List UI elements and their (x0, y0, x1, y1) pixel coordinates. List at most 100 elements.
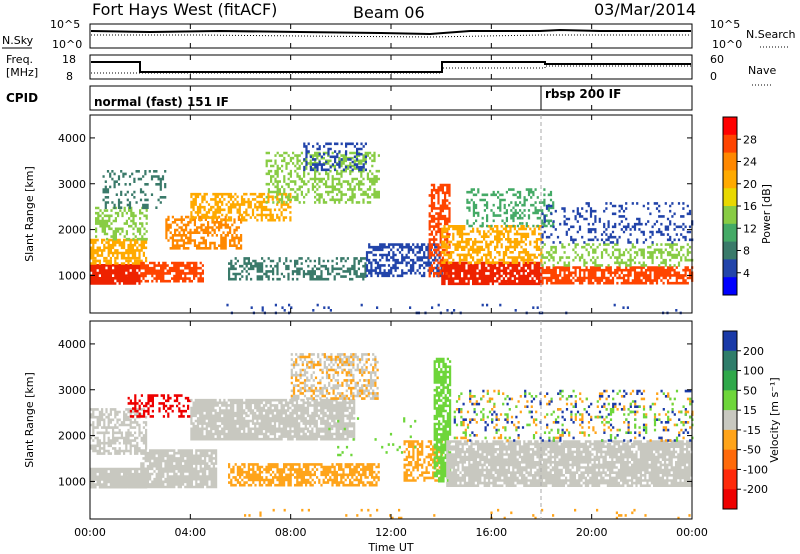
velocity-yticks: 1000 2000 3000 4000 (58, 338, 692, 488)
freq-trace (91, 61, 691, 73)
power-ylabel: Slant Range [km] (23, 166, 36, 262)
nsearch-tick-bottom: 10^0 (712, 38, 742, 51)
velocity-panel-frame (89, 320, 693, 520)
colorbar-swatch (723, 489, 737, 510)
xtick-label: 00:00 (676, 526, 708, 539)
colorbar-swatch (723, 223, 737, 243)
nave-tick-bottom: 0 (710, 70, 717, 83)
scatter-region-1 (90, 238, 148, 265)
ytick-label: 3000 (58, 178, 86, 191)
scatter-region-12 (441, 261, 543, 286)
xtick-label: 08:00 (275, 526, 307, 539)
freq-label-line1: Freq. (6, 53, 33, 66)
ytick-label: 3000 (58, 384, 86, 397)
scatter-region-29 (446, 440, 693, 487)
scatter-region-27 (403, 440, 444, 482)
colorbar-swatch (723, 241, 737, 260)
power-scatter (90, 142, 694, 315)
xtick-label: 04:00 (174, 526, 206, 539)
nsearch-label: N.Search (746, 28, 796, 41)
ytick-label: 2000 (58, 224, 86, 237)
nsky-trace (90, 28, 691, 36)
scatter-region-8 (303, 142, 367, 172)
nsearch-tick-top: 10^5 (710, 18, 740, 31)
scatter-region-4 (140, 261, 204, 283)
scatter-region-6 (190, 192, 292, 222)
colorbar-swatch (723, 117, 737, 136)
colorbar-tick-label: 28 (743, 133, 757, 146)
power-colorbar-label: Power [dB] (760, 184, 773, 244)
cpid-label: CPID (6, 91, 38, 105)
colorbar-tick-label: -50 (743, 444, 761, 457)
ytick-label: 1000 (58, 475, 86, 488)
colorbar-tick-label: 16 (743, 200, 757, 213)
scatter-region-5 (165, 215, 243, 250)
ytick-label: 1000 (58, 269, 86, 282)
colorbar-swatch (723, 259, 737, 278)
scatter-region-32 (453, 389, 694, 442)
nave-label: Nave (748, 64, 776, 77)
scatter-region-10 (365, 243, 443, 278)
x-axis-label: Time UT (367, 541, 413, 554)
velocity-scatter (90, 353, 694, 520)
scatter-region-26 (228, 463, 380, 487)
scatter-region-18 (226, 303, 682, 315)
nave-tick-top: 60 (710, 53, 724, 66)
colorbar-tick-label: 24 (743, 156, 757, 169)
scatter-region-22 (140, 449, 218, 489)
scatter-region-9 (228, 257, 367, 281)
scatter-region-20 (90, 408, 148, 455)
scatter-region-15 (541, 266, 694, 285)
colorbar-tick-label: 15 (743, 404, 757, 417)
velocity-ylabel: Slant Range [km] (23, 372, 36, 468)
colorbar-swatch (723, 188, 737, 207)
xtick-label: 12:00 (375, 526, 407, 539)
colorbar-swatch (723, 370, 737, 391)
scatter-region-21 (127, 394, 192, 418)
date-title: 03/Mar/2014 (594, 0, 696, 19)
colorbar-swatch (723, 134, 737, 154)
nave-trace (91, 65, 691, 74)
scatter-region-14 (466, 188, 555, 228)
colorbar-tick-label: 100 (743, 365, 764, 378)
freq-tick-bottom: 8 (66, 70, 73, 83)
colorbar-swatch (723, 449, 737, 470)
scatter-region-25 (290, 353, 379, 400)
colorbar-tick-label: 8 (743, 245, 750, 258)
colorbar-tick-label: -15 (743, 424, 761, 437)
freq-label-line2: [MHz] (6, 66, 38, 79)
xtick-label: 16:00 (475, 526, 507, 539)
cpid-mode-1: normal (fast) 151 IF (94, 95, 229, 109)
scatter-region-19 (90, 467, 148, 489)
colorbar-swatch (723, 390, 737, 411)
power-panel-frame (89, 114, 693, 314)
colorbar-tick-label: 200 (743, 345, 764, 358)
colorbar-frame (722, 330, 738, 510)
xtick-label: 00:00 (74, 526, 106, 539)
colorbar-swatch (723, 469, 737, 490)
scatter-region-33 (244, 508, 691, 520)
freq-tick-top: 18 (62, 53, 76, 66)
colorbar-tick-label: -200 (743, 483, 768, 496)
ytick-label: 2000 (58, 430, 86, 443)
nsky-tick-bottom: 10^0 (52, 38, 82, 51)
ytick-label: 4000 (58, 132, 86, 145)
colorbar-swatch (723, 410, 737, 431)
scatter-region-17 (541, 202, 694, 244)
xtick-label: 20:00 (576, 526, 608, 539)
colorbar-tick-label: -100 (743, 463, 768, 476)
nsky-label: N.Sky (2, 34, 34, 47)
beam-title: Beam 06 (353, 3, 425, 22)
colorbar-swatch (723, 350, 737, 372)
x-axis-ticks: 00:00 04:00 08:00 12:00 16:00 20:00 00:00 (74, 24, 708, 539)
colorbar-swatch (723, 277, 737, 296)
colorbar-swatch (723, 429, 737, 451)
scatter-region-7 (265, 151, 380, 204)
scatter-region-23 (190, 398, 356, 441)
nsky-tick-top: 10^5 (50, 18, 80, 31)
station-title: Fort Hays West (fitACF) (92, 0, 277, 19)
power-yticks: 1000 2000 3000 4000 (58, 132, 692, 282)
colorbar-swatch (723, 170, 737, 189)
colorbar-swatch (723, 331, 737, 352)
